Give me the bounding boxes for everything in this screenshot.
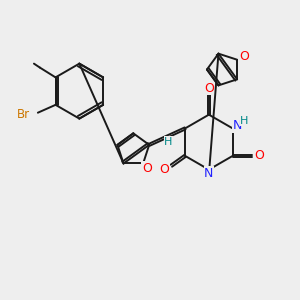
Text: H: H — [240, 116, 249, 126]
Text: H: H — [164, 136, 172, 147]
Text: O: O — [160, 163, 170, 176]
Text: O: O — [239, 50, 249, 63]
Text: Br: Br — [17, 108, 30, 121]
Text: N: N — [233, 119, 242, 132]
Text: N: N — [204, 167, 214, 180]
Text: O: O — [254, 149, 264, 162]
Text: O: O — [204, 82, 214, 95]
Text: O: O — [142, 162, 152, 175]
